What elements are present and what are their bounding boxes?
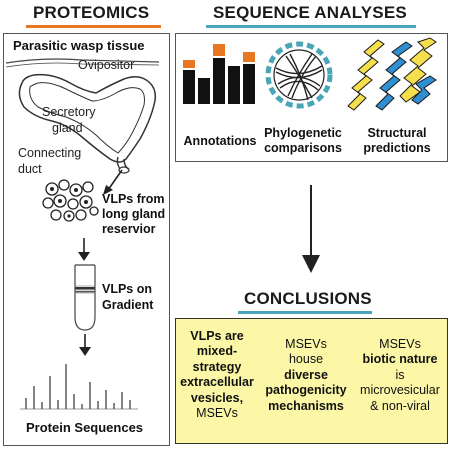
conclusion-3-line-3: is [395, 367, 405, 382]
annotations-bar-icon [183, 44, 255, 104]
vlp-cluster-icon [42, 179, 99, 222]
conclusion-3-line-1: MSEVs [379, 337, 421, 351]
structural-label-1: Structural [367, 126, 427, 140]
conclusion-2: MSEVs house diverse pathogenicity mechan… [256, 337, 356, 414]
conclusion-2-line-4: pathogenicity [265, 383, 347, 398]
vlps-reservior-line-3: reservior [102, 222, 156, 236]
proteomics-underline [26, 25, 161, 28]
connecting-label-2: duct [18, 162, 42, 176]
connecting-label-1: Connecting [18, 146, 82, 160]
gradient-tube-icon [74, 264, 96, 331]
conclusions-title: CONCLUSIONS [244, 289, 372, 308]
mass-spectrum-icon [20, 364, 138, 410]
annotations-label: Annotations [183, 134, 257, 148]
conclusion-1-line-6: MSEVs [196, 406, 238, 421]
conclusion-2-line-3: diverse [284, 367, 328, 382]
structural-helix-icon [347, 37, 437, 111]
sequence-to-conclusions-arrow [302, 185, 320, 273]
phylogenetic-label-1: Phylogenetic [264, 126, 342, 140]
down-arrow-2 [79, 334, 91, 356]
down-arrow-1 [78, 238, 90, 261]
conclusion-1: VLPs are mixed- strategy extracellular v… [178, 329, 256, 421]
secretory-gland-outline [18, 73, 157, 163]
sequence-analyses-title: SEQUENCE ANALYSES [213, 3, 407, 22]
panel-title: Parasitic wasp tissue [13, 38, 145, 53]
vlps-reservior-line-2: long gland [102, 207, 166, 221]
conclusion-2-line-5: mechanisms [268, 398, 344, 413]
proteomics-panel [3, 33, 170, 446]
sequence-analyses-underline [206, 25, 416, 28]
conclusion-3-line-4: microvesicular [360, 383, 440, 398]
duct-arrow [103, 169, 123, 195]
conclusion-2-line-2: house [288, 352, 324, 367]
secretory-label-1: Secretory [42, 105, 96, 119]
vlps-reservior-line-1: VLPs from [102, 192, 165, 206]
proteomics-title: PROTEOMICS [33, 3, 150, 22]
wasp-gland-drawing [5, 58, 160, 174]
conclusions-underline [238, 311, 372, 314]
vlps-gradient-line-1: VLPs on [102, 282, 153, 296]
annotation-bars [183, 44, 255, 104]
phylogenetic-label-2: comparisons [264, 141, 342, 155]
conclusion-1-line-3: strategy [192, 359, 242, 374]
ovipositor-line [5, 58, 160, 64]
conclusion-3-line-2: biotic nature [362, 352, 438, 367]
conclusion-1-line-1: VLPs are [190, 329, 244, 343]
conclusions-box [175, 318, 448, 444]
conclusion-1-line-2: mixed- [196, 344, 238, 359]
conclusion-1-line-4: extracellular [180, 375, 254, 390]
protein-sequences-label: Protein Sequences [26, 420, 144, 435]
secretory-label-2: gland [52, 121, 83, 135]
phylogenetic-circle-icon [265, 41, 333, 109]
ovipositor-label: Ovipositor [78, 58, 135, 72]
structural-label-2: predictions [363, 141, 431, 155]
conclusion-3-line-5: & non-viral [370, 398, 430, 413]
conclusion-2-line-1: MSEVs [285, 337, 327, 351]
conclusion-3: MSEVs biotic nature is microvesicular & … [356, 337, 444, 414]
conclusion-1-line-5: vesicles, [190, 390, 244, 405]
vlps-gradient-line-2: Gradient [102, 298, 154, 312]
